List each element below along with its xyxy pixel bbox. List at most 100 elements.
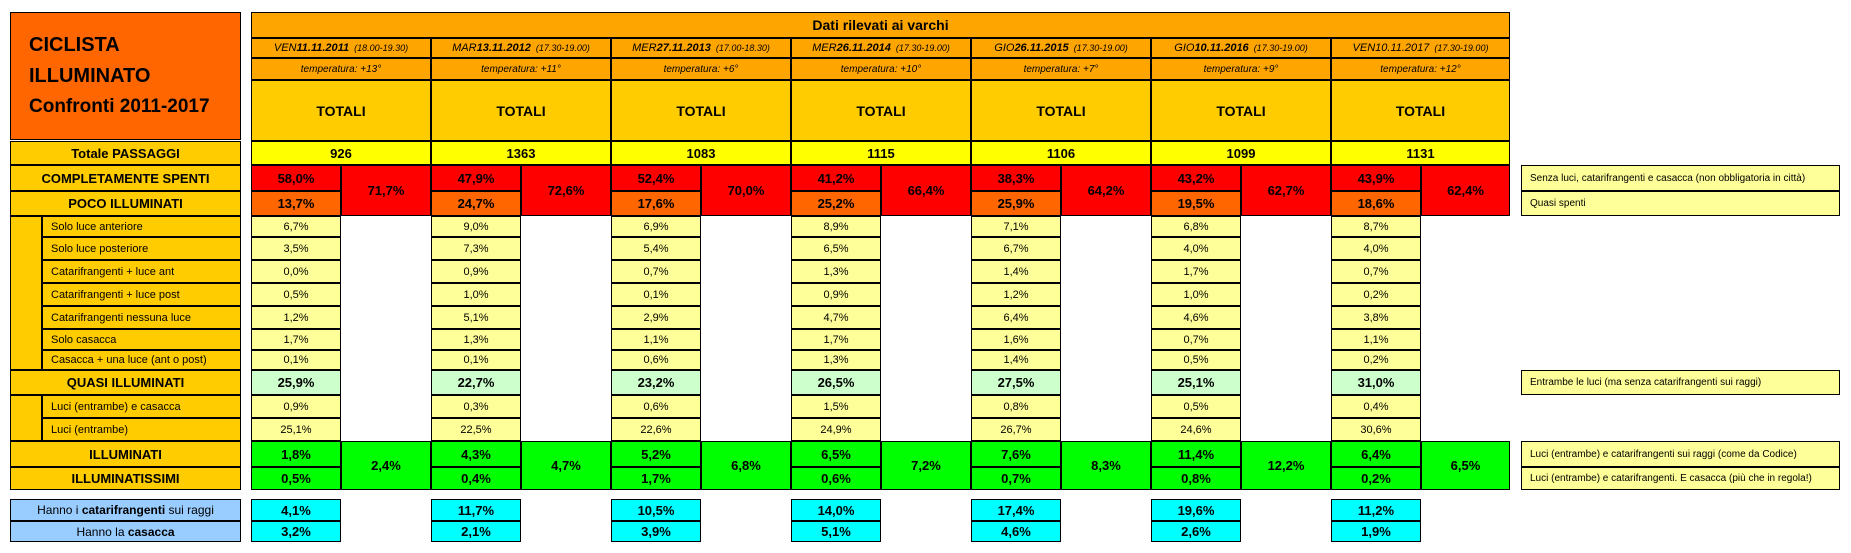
- time-range: (17.30-19.00): [890, 43, 950, 53]
- illuminati-value: 6,5%: [791, 441, 881, 467]
- poco-sub-value: 0,1%: [251, 350, 341, 370]
- totali-header: TOTALI: [1151, 80, 1331, 141]
- spenti-value: 58,0%: [251, 165, 341, 191]
- poco-sub-value: 7,1%: [971, 216, 1061, 237]
- label-poco-sub: Catarifrangenti nessuna luce: [42, 306, 241, 329]
- illuminati-value: 7,6%: [971, 441, 1061, 467]
- poco-sub-value: 0,1%: [611, 283, 701, 306]
- poco-sub-value: 1,2%: [971, 283, 1061, 306]
- totali-header: TOTALI: [791, 80, 971, 141]
- illuminati-value: 1,8%: [251, 441, 341, 467]
- poco-sub-value: 0,7%: [1151, 329, 1241, 350]
- temperature-header: temperatura: +12°: [1331, 58, 1510, 80]
- poco-sub-value: 1,3%: [791, 350, 881, 370]
- spenti-poco-sum: 70,0%: [701, 165, 791, 216]
- catarifrangenti-value: 14,0%: [791, 499, 881, 521]
- totali-header: TOTALI: [251, 80, 431, 141]
- date-value: 26.11.2014: [836, 42, 891, 54]
- temperature-header: temperatura: +7°: [971, 58, 1151, 80]
- label-poco-sub: Solo luce posteriore: [42, 237, 241, 260]
- label-quasi-sub: Luci (entrambe) e casacca: [42, 395, 241, 418]
- date-value: 11.11.2011: [296, 42, 350, 54]
- illuminati-value: 5,2%: [611, 441, 701, 467]
- illuminati-value: 11,4%: [1151, 441, 1241, 467]
- poco-sub-value: 6,4%: [971, 306, 1061, 329]
- illuminati-sum: 7,2%: [881, 441, 971, 490]
- label-poco-sub: Solo casacca: [42, 329, 241, 350]
- quasi-sub-value: 0,4%: [1331, 395, 1421, 418]
- time-range: (17.30-19.00): [1068, 43, 1128, 53]
- time-range: (17.00-18.30): [710, 43, 770, 53]
- illuminati-sum: 4,7%: [521, 441, 611, 490]
- poco-sub-value: 0,2%: [1331, 350, 1421, 370]
- poco-value: 18,6%: [1331, 191, 1421, 216]
- totale-passaggi-value: 1099: [1151, 141, 1331, 165]
- poco-sub-value: 6,8%: [1151, 216, 1241, 237]
- label-totale-passaggi: Totale PASSAGGI: [10, 141, 241, 165]
- poco-bracket: [10, 216, 42, 370]
- date-value: 27.11.2013: [656, 42, 711, 54]
- title-line3: Confronti 2011-2017: [29, 96, 210, 117]
- poco-sub-value: 1,7%: [1151, 260, 1241, 283]
- poco-value: 24,7%: [431, 191, 521, 216]
- poco-sub-value: 4,7%: [791, 306, 881, 329]
- quasi-sub-value: 0,5%: [1151, 395, 1241, 418]
- totale-passaggi-value: 1131: [1331, 141, 1510, 165]
- label-casacca-part: casacca: [127, 524, 175, 539]
- poco-sub-value: 4,6%: [1151, 306, 1241, 329]
- spenti-value: 47,9%: [431, 165, 521, 191]
- date-value: 26.11.2015: [1014, 42, 1069, 54]
- temperature-header: temperatura: +13°: [251, 58, 431, 80]
- totali-header: TOTALI: [971, 80, 1151, 141]
- poco-sub-value: 1,0%: [431, 283, 521, 306]
- illuminatissimi-value: 0,4%: [431, 467, 521, 490]
- label-illuminatissimi: ILLUMINATISSIMI: [10, 467, 241, 490]
- poco-sub-value: 3,8%: [1331, 306, 1421, 329]
- illuminatissimi-value: 0,6%: [791, 467, 881, 490]
- label-casacca-part: Hanno la: [76, 524, 128, 539]
- label-catarifrangenti: Hanno i catarifrangenti sui raggi: [10, 499, 241, 521]
- title-line1: CICLISTA: [29, 34, 120, 56]
- poco-value: 25,2%: [791, 191, 881, 216]
- casacca-value: 3,2%: [251, 521, 341, 542]
- totali-header: TOTALI: [1331, 80, 1510, 141]
- spenti-poco-sum: 72,6%: [521, 165, 611, 216]
- poco-sub-value: 1,6%: [971, 329, 1061, 350]
- quasi-sub-value: 26,7%: [971, 418, 1061, 441]
- quasi-sub-value: 0,3%: [431, 395, 521, 418]
- date-value: 10.11.2017: [1375, 42, 1430, 54]
- casacca-value: 5,1%: [791, 521, 881, 542]
- illuminatissimi-value: 1,7%: [611, 467, 701, 490]
- poco-sub-value: 0,0%: [251, 260, 341, 283]
- date-header: GIO 10.11.2016 (17.30-19.00): [1151, 38, 1331, 58]
- header-banner: Dati rilevati ai varchi: [251, 12, 1510, 38]
- label-quasi-illuminati: QUASI ILLUMINATI: [10, 370, 241, 395]
- poco-sub-value: 6,5%: [791, 237, 881, 260]
- catarifrangenti-value: 17,4%: [971, 499, 1061, 521]
- poco-sub-value: 5,1%: [431, 306, 521, 329]
- label-quasi-sub: Luci (entrambe): [42, 418, 241, 441]
- quasi-value: 27,5%: [971, 370, 1061, 395]
- poco-sub-value: 0,7%: [1331, 260, 1421, 283]
- quasi-value: 23,2%: [611, 370, 701, 395]
- quasi-sub-value: 25,1%: [251, 418, 341, 441]
- note-illuminatissimi: Luci (entrambe) e catarifrangenti. E cas…: [1521, 467, 1840, 490]
- poco-value: 19,5%: [1151, 191, 1241, 216]
- illuminatissimi-value: 0,2%: [1331, 467, 1421, 490]
- title-box: CICLISTA ILLUMINATO Confronti 2011-2017: [10, 12, 241, 140]
- poco-sub-value: 1,4%: [971, 260, 1061, 283]
- label-catarifrangenti-part: Hanno i: [37, 503, 82, 517]
- poco-value: 17,6%: [611, 191, 701, 216]
- poco-sub-value: 1,1%: [1331, 329, 1421, 350]
- casacca-value: 1,9%: [1331, 521, 1421, 542]
- time-range: (17.30-19.00): [530, 43, 590, 53]
- illuminati-sum: 6,8%: [701, 441, 791, 490]
- poco-sub-value: 3,5%: [251, 237, 341, 260]
- date-value: 10.11.2016: [1194, 42, 1249, 54]
- poco-sub-value: 0,9%: [791, 283, 881, 306]
- temperature-header: temperatura: +11°: [431, 58, 611, 80]
- poco-sub-value: 8,9%: [791, 216, 881, 237]
- catarifrangenti-value: 19,6%: [1151, 499, 1241, 521]
- quasi-sub-value: 1,5%: [791, 395, 881, 418]
- poco-sub-value: 6,7%: [971, 237, 1061, 260]
